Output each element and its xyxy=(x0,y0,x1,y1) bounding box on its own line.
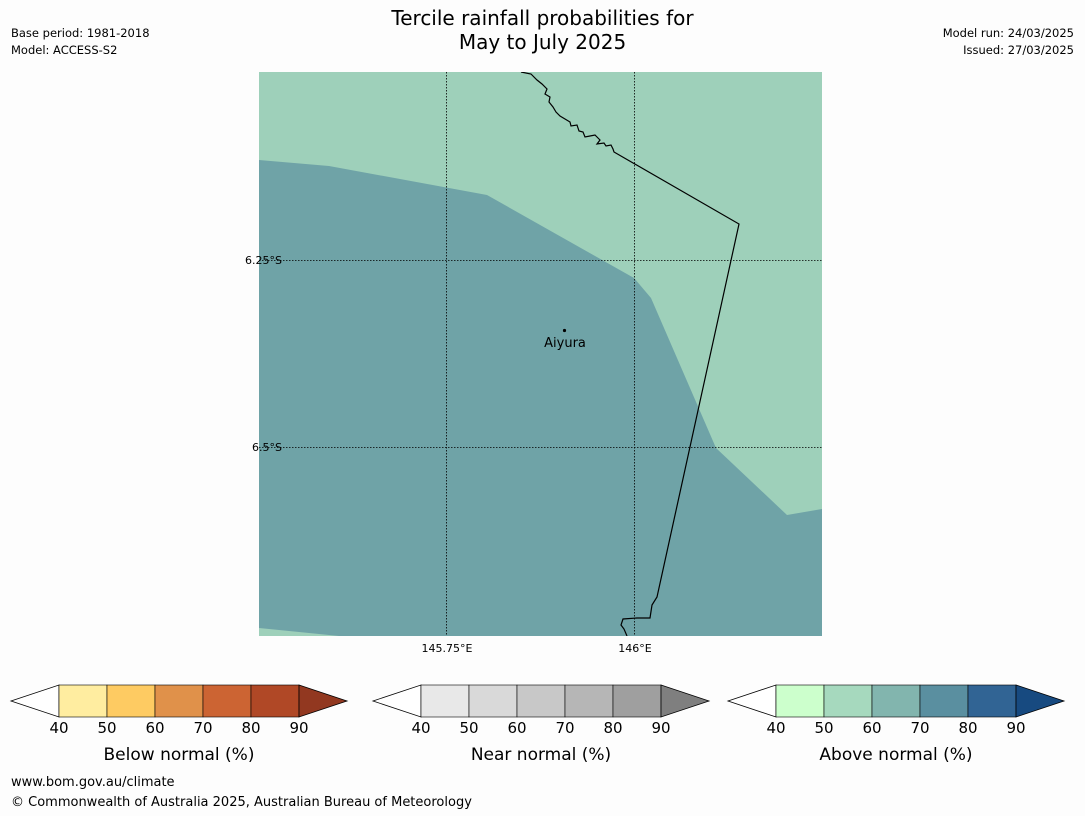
meta-right: Model run: 24/03/2025 Issued: 27/03/2025 xyxy=(943,25,1074,59)
base-period: Base period: 1981-2018 xyxy=(11,26,150,40)
tick: 60 xyxy=(862,719,882,737)
colorbar-below-extend-high xyxy=(298,684,349,718)
tick: 50 xyxy=(97,719,117,737)
colorbar-near-segment xyxy=(516,684,566,718)
tick: 70 xyxy=(193,719,213,737)
tick: 60 xyxy=(507,719,527,737)
colorbar-above-extend-low xyxy=(726,684,777,718)
tick: 90 xyxy=(289,719,309,737)
colorbar-near-extend-low xyxy=(371,684,422,718)
colorbar-below-extend-low xyxy=(9,684,60,718)
colorbar-near-segment xyxy=(564,684,614,718)
region-above-70-80 xyxy=(259,160,822,636)
colorbar-below-label: Below normal (%) xyxy=(103,745,255,765)
aiyura-marker xyxy=(562,328,567,333)
title-line-2: May to July 2025 xyxy=(458,30,627,54)
colorbar-below-segment xyxy=(250,684,300,718)
international-border xyxy=(520,72,740,636)
tick: 50 xyxy=(814,719,834,737)
lon-label-145-75: 145.75°E xyxy=(421,642,473,655)
colorbar-near-segment xyxy=(468,684,518,718)
model-run: Model run: 24/03/2025 xyxy=(942,26,1074,40)
colorbar-above-extend-high xyxy=(1015,684,1066,718)
tick: 40 xyxy=(766,719,786,737)
map-svg xyxy=(259,72,822,636)
colorbar-near-segment xyxy=(420,684,470,718)
tick: 70 xyxy=(910,719,930,737)
tick: 50 xyxy=(459,719,479,737)
tick: 40 xyxy=(411,719,431,737)
issued-date: Issued: 27/03/2025 xyxy=(963,43,1074,57)
tick: 90 xyxy=(1006,719,1026,737)
colorbar-near-segment xyxy=(612,684,662,718)
colorbar-below-segment xyxy=(106,684,156,718)
model-name: Model: ACCESS-S2 xyxy=(11,43,118,57)
colorbar-below-segment xyxy=(202,684,252,718)
colorbar-above-segment xyxy=(823,684,873,718)
chart-title: Tercile rainfall probabilities for May t… xyxy=(0,6,1085,54)
tick: 90 xyxy=(651,719,671,737)
meta-left: Base period: 1981-2018 Model: ACCESS-S2 xyxy=(11,25,150,59)
colorbar-above-segment xyxy=(775,684,825,718)
lat-label-6-5: 6.5°S xyxy=(252,441,282,454)
colorbar-below-segment xyxy=(154,684,204,718)
tick: 80 xyxy=(603,719,623,737)
colorbar-near-label: Near normal (%) xyxy=(470,745,612,765)
place-label-aiyura: Aiyura xyxy=(544,336,586,351)
tick: 80 xyxy=(958,719,978,737)
tick: 40 xyxy=(49,719,69,737)
colorbar-above-label: Above normal (%) xyxy=(819,745,973,765)
tick: 70 xyxy=(555,719,575,737)
colorbars xyxy=(9,684,1066,718)
footer-copyright: © Commonwealth of Australia 2025, Austra… xyxy=(11,795,472,810)
lon-label-146: 146°E xyxy=(618,642,652,655)
footer-url: www.bom.gov.au/climate xyxy=(11,775,175,790)
colorbar-below-segment xyxy=(58,684,108,718)
map-panel xyxy=(259,72,822,636)
colorbar-above-segment xyxy=(871,684,921,718)
lat-label-6-25: 6.25°S xyxy=(245,254,282,267)
title-line-1: Tercile rainfall probabilities for xyxy=(391,6,694,30)
colorbar-near-extend-high xyxy=(660,684,711,718)
tick: 60 xyxy=(145,719,165,737)
colorbar-above-segment xyxy=(967,684,1017,718)
tick: 80 xyxy=(241,719,261,737)
colorbar-above-segment xyxy=(919,684,969,718)
